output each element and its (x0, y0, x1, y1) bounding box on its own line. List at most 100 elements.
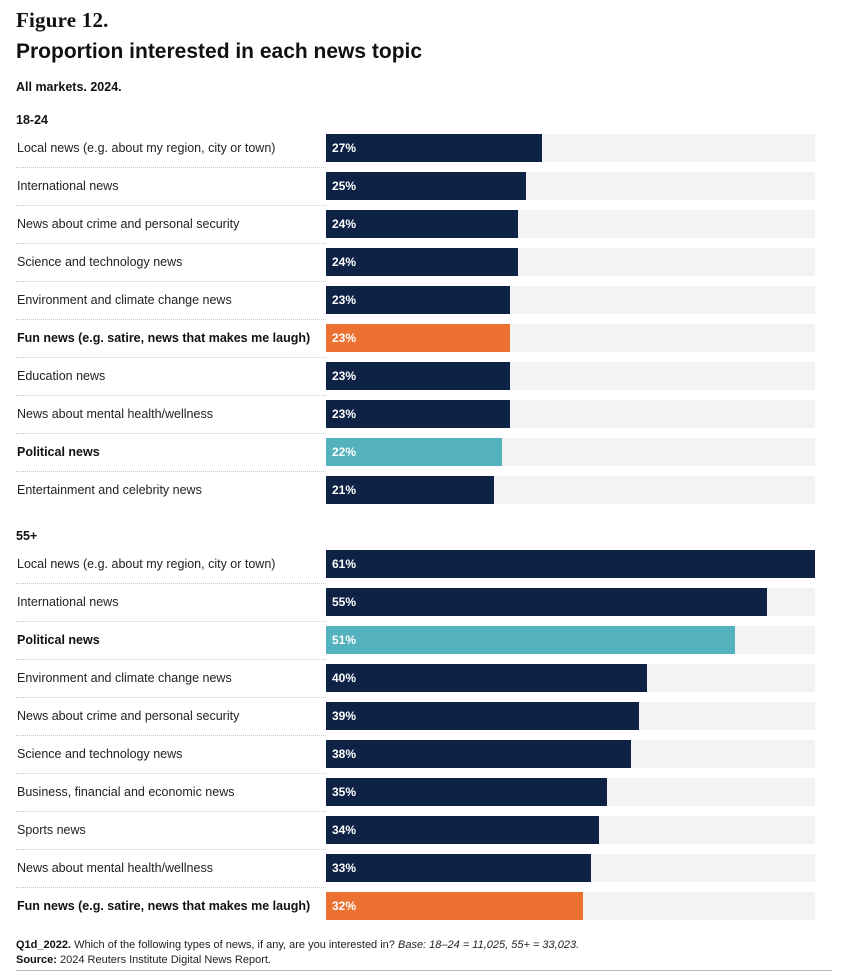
value-label: 35% (332, 785, 357, 799)
bar (326, 588, 767, 616)
row-divider (16, 583, 326, 584)
category-label: Science and technology news (17, 255, 183, 269)
row-divider (16, 433, 326, 434)
bar (326, 172, 526, 200)
value-label: 23% (332, 293, 357, 307)
bar (326, 362, 510, 390)
bar (326, 210, 518, 238)
bar (326, 740, 631, 768)
chart-row: Political news 51% (16, 626, 816, 660)
row-divider (16, 735, 326, 736)
chart-row: Environment and climate change news 40% (16, 664, 816, 698)
row-divider (16, 849, 326, 850)
bar (326, 778, 607, 806)
value-label: 24% (332, 217, 357, 231)
category-label: Political news (17, 445, 100, 459)
chart-row: Local news (e.g. about my region, city o… (16, 550, 816, 584)
row-divider (16, 697, 326, 698)
bar (326, 476, 494, 504)
row-divider (16, 811, 326, 812)
category-label: News about crime and personal security (17, 217, 240, 231)
chart-row: International news 55% (16, 588, 816, 622)
value-label: 32% (332, 899, 357, 913)
group-label: 18-24 (16, 113, 48, 127)
chart-row: Local news (e.g. about my region, city o… (16, 134, 816, 168)
category-label: International news (17, 595, 119, 609)
row-divider (16, 319, 326, 320)
question-code: Q1d_2022. (16, 939, 72, 951)
value-label: 22% (332, 445, 357, 459)
category-label: Political news (17, 633, 100, 647)
chart-row: News about crime and personal security 39… (16, 702, 816, 736)
question-text: Which of the following types of news, if… (74, 939, 395, 951)
chart-row: News about mental health/wellness 23% (16, 400, 816, 434)
row-divider (16, 659, 326, 660)
row-divider (16, 243, 326, 244)
chart-row: Education news 23% (16, 362, 816, 396)
bar (326, 248, 518, 276)
value-label: 25% (332, 179, 357, 193)
source-line: Source: 2024 Reuters Institute Digital N… (16, 953, 579, 968)
category-label: Environment and climate change news (17, 293, 232, 307)
value-label: 33% (332, 861, 357, 875)
chart-row: Sports news 34% (16, 816, 816, 850)
row-divider (16, 887, 326, 888)
category-label: News about crime and personal security (17, 709, 240, 723)
chart-row: Science and technology news 38% (16, 740, 816, 774)
bottom-divider (16, 970, 832, 971)
bar (326, 550, 815, 578)
group-label: 55+ (16, 529, 38, 543)
category-label: Local news (e.g. about my region, city o… (17, 141, 276, 155)
footnote: Q1d_2022. Which of the following types o… (16, 938, 579, 968)
chart-row: News about crime and personal security 24… (16, 210, 816, 244)
chart-row: International news 25% (16, 172, 816, 206)
value-label: 23% (332, 369, 357, 383)
category-label: News about mental health/wellness (17, 407, 213, 421)
bar (326, 816, 599, 844)
value-label: 27% (332, 141, 357, 155)
chart-row: News about mental health/wellness 33% (16, 854, 816, 888)
bar (326, 854, 591, 882)
value-label: 55% (332, 595, 357, 609)
value-label: 51% (332, 633, 357, 647)
bar (326, 400, 510, 428)
value-label: 21% (332, 483, 357, 497)
base-text: Base: 18–24 = 11,025, 55+ = 33,023. (397, 939, 580, 951)
value-label: 39% (332, 709, 357, 723)
chart-row: Political news 22% (16, 438, 816, 472)
bar (326, 438, 502, 466)
chart-title: Proportion interested in each news topic (16, 40, 423, 63)
value-label: 24% (332, 255, 357, 269)
chart-row: Entertainment and celebrity news 21% (16, 476, 816, 504)
row-divider (16, 167, 326, 168)
category-label: Sports news (17, 823, 86, 837)
chart-subtitle: All markets. 2024. (16, 80, 122, 94)
chart-row: Business, financial and economic news 35% (16, 778, 816, 812)
source-label: Source: (16, 954, 57, 966)
row-divider (16, 395, 326, 396)
row-divider (16, 471, 326, 472)
chart-row: Fun news (e.g. satire, news that makes m… (16, 324, 816, 358)
bar (326, 324, 510, 352)
row-divider (16, 773, 326, 774)
source-text: 2024 Reuters Institute Digital News Repo… (60, 954, 271, 966)
category-label: Fun news (e.g. satire, news that makes m… (17, 899, 311, 913)
bar (326, 664, 647, 692)
category-label: Fun news (e.g. satire, news that makes m… (17, 331, 311, 345)
bar (326, 626, 735, 654)
value-label: 40% (332, 671, 357, 685)
question-line: Q1d_2022. Which of the following types o… (16, 938, 579, 953)
bar (326, 892, 583, 920)
category-label: Entertainment and celebrity news (17, 483, 202, 497)
bar (326, 702, 639, 730)
category-label: Science and technology news (17, 747, 183, 761)
chart-row: Science and technology news 24% (16, 248, 816, 282)
chart-row: Environment and climate change news 23% (16, 286, 816, 320)
figure-label: Figure 12. (16, 8, 109, 32)
row-divider (16, 357, 326, 358)
bar (326, 286, 510, 314)
category-label: Business, financial and economic news (17, 785, 235, 799)
row-divider (16, 205, 326, 206)
category-label: International news (17, 179, 119, 193)
bar (326, 134, 542, 162)
